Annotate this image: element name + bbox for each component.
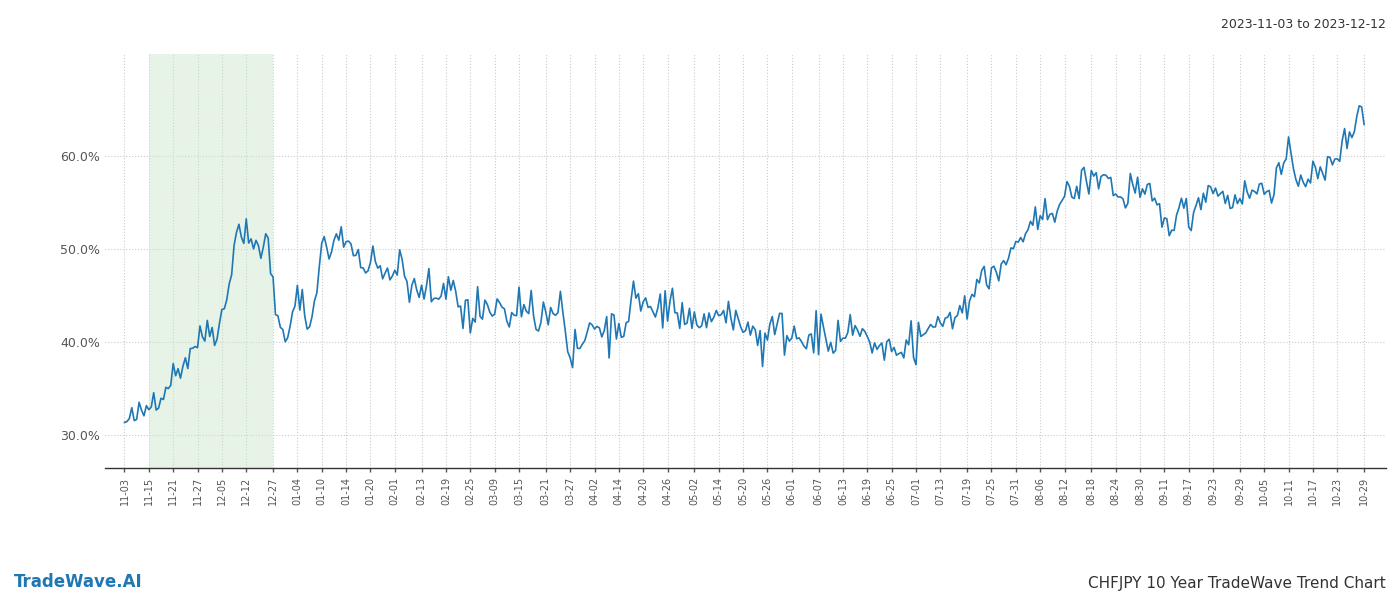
Text: 2023-11-03 to 2023-12-12: 2023-11-03 to 2023-12-12: [1221, 18, 1386, 31]
Text: TradeWave.AI: TradeWave.AI: [14, 573, 143, 591]
Bar: [148, 54, 273, 468]
Text: CHFJPY 10 Year TradeWave Trend Chart: CHFJPY 10 Year TradeWave Trend Chart: [1088, 576, 1386, 591]
